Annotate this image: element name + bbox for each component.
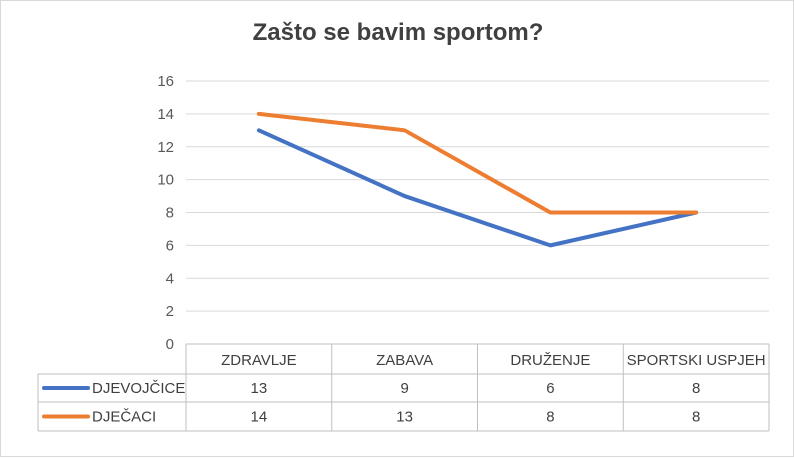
data-value: 13 bbox=[251, 380, 268, 397]
category-label: ZDRAVLJE bbox=[221, 352, 297, 369]
y-tick-label: 2 bbox=[166, 303, 174, 320]
y-tick-label: 14 bbox=[157, 106, 174, 123]
data-value: 8 bbox=[692, 380, 700, 397]
y-tick-label: 4 bbox=[166, 270, 174, 287]
series-line bbox=[256, 128, 699, 248]
data-value: 13 bbox=[396, 409, 413, 426]
chart-title: Zašto se bavim sportom? bbox=[252, 19, 544, 46]
data-value: 9 bbox=[400, 380, 408, 397]
category-label: SPORTSKI USPJEH bbox=[627, 352, 766, 369]
data-value: 14 bbox=[251, 409, 268, 426]
data-value: 8 bbox=[692, 409, 700, 426]
y-tick-label: 10 bbox=[157, 172, 174, 189]
y-tick-label: 16 bbox=[157, 73, 174, 90]
series-line bbox=[256, 111, 699, 215]
data-value: 6 bbox=[546, 380, 554, 397]
data-value: 8 bbox=[546, 409, 554, 426]
y-tick-label: 0 bbox=[166, 336, 174, 353]
y-tick-label: 12 bbox=[157, 139, 174, 156]
series-name: DJEČACI bbox=[92, 409, 156, 426]
y-tick-label: 8 bbox=[166, 205, 174, 222]
category-label: DRUŽENJE bbox=[510, 352, 590, 369]
series-name: DJEVOJČICE bbox=[92, 380, 185, 397]
category-label: ZABAVA bbox=[376, 352, 433, 369]
y-tick-label: 6 bbox=[166, 237, 174, 254]
